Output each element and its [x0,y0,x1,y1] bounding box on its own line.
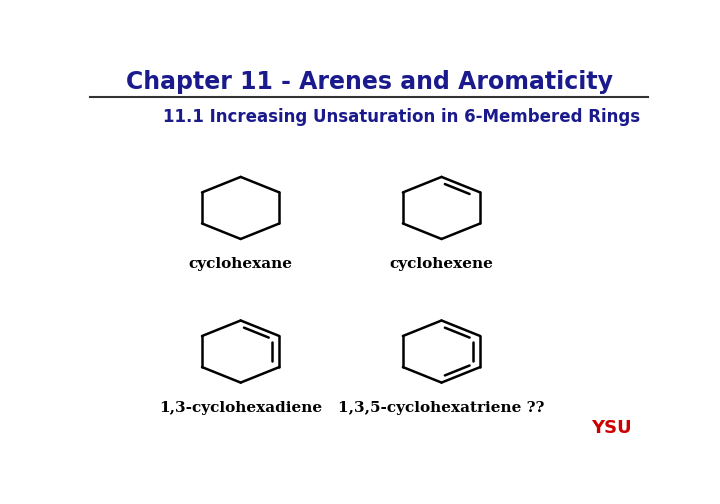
Text: 1,3,5-cyclohexatriene ??: 1,3,5-cyclohexatriene ?? [338,401,545,415]
Text: cyclohexene: cyclohexene [390,257,493,271]
Text: cyclohexane: cyclohexane [189,257,292,271]
Text: Chapter 11 - Arenes and Aromaticity: Chapter 11 - Arenes and Aromaticity [125,70,613,94]
Text: 11.1 Increasing Unsaturation in 6-Membered Rings: 11.1 Increasing Unsaturation in 6-Member… [163,108,639,126]
Text: YSU: YSU [590,419,631,437]
Text: 1,3-cyclohexadiene: 1,3-cyclohexadiene [159,401,323,415]
